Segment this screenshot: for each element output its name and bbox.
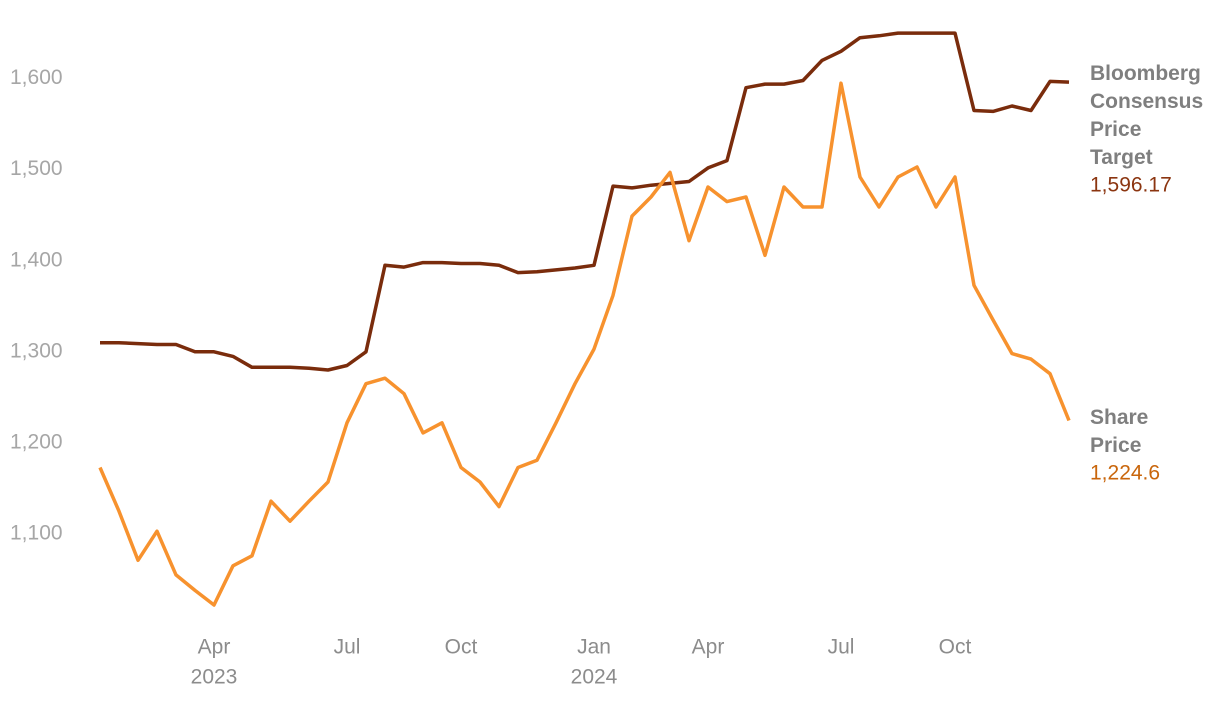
x-tick-label: Jul <box>334 636 361 659</box>
y-tick-label: 1,500 <box>10 157 63 180</box>
x-tick-label: Oct <box>445 636 478 659</box>
x-year-label: 2024 <box>571 666 618 689</box>
y-tick-label: 1,300 <box>10 339 63 362</box>
x-tick-label: Apr <box>692 636 725 659</box>
y-tick-label: 1,200 <box>10 430 63 453</box>
series-label: Share Price <box>1090 406 1148 457</box>
x-tick-label: Oct <box>939 636 972 659</box>
y-tick-label: 1,400 <box>10 248 63 271</box>
x-tick-label: Apr <box>198 636 231 659</box>
series-label: Bloomberg Consensus Price Target <box>1090 62 1203 169</box>
value-label: 1,596.17 <box>1090 174 1172 197</box>
line <box>100 31 1070 372</box>
value-label: 1,224.6 <box>1090 462 1160 485</box>
x-tick-label: Jan <box>577 636 611 659</box>
x-year-label: 2023 <box>191 666 238 689</box>
y-tick-label: 1,600 <box>10 66 63 89</box>
x-tick-label: Jul <box>828 636 855 659</box>
y-tick-label: 1,100 <box>10 521 63 544</box>
line <box>98 81 1071 607</box>
